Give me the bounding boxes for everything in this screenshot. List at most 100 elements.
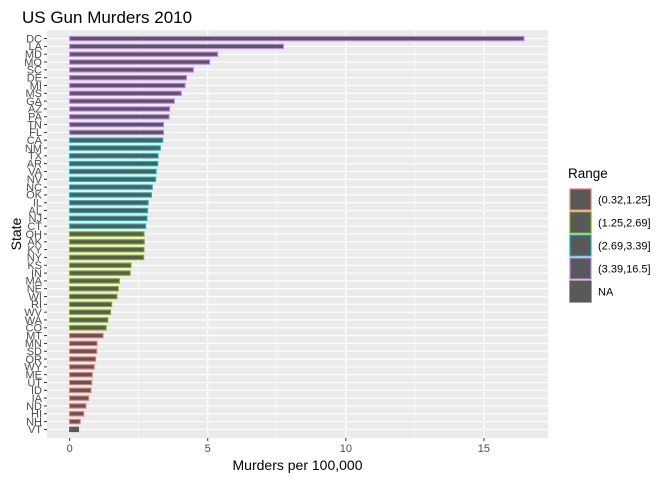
bar-wi [69, 293, 118, 300]
y-tick-label: WI [29, 291, 42, 303]
legend-label: NA [598, 287, 614, 299]
bar-al [69, 207, 149, 214]
y-tick-label: OK [26, 190, 43, 202]
bar-az [69, 106, 171, 112]
legend: Range (0.32,1.25](1.25,2.69](2.69,3.39](… [568, 166, 651, 303]
y-tick-label: NE [27, 284, 42, 296]
bar-sc [69, 67, 194, 73]
x-tick-label: 10 [340, 443, 352, 455]
y-tick-label: NM [25, 143, 42, 155]
y-tick-label: ME [26, 369, 43, 381]
bar-oh [69, 231, 145, 237]
chart-title: US Gun Murders 2010 [22, 8, 192, 27]
bar-dc [69, 35, 525, 42]
legend-key-swatch [569, 280, 592, 303]
y-tick-label: NC [26, 182, 42, 194]
bar-nc [69, 184, 153, 190]
y-tick-label: SD [27, 346, 42, 358]
bar-nh [69, 418, 81, 425]
y-tick-label: NH [26, 416, 42, 428]
bar-sd [69, 348, 98, 354]
y-tick-label: MN [25, 338, 42, 350]
bar-ne [69, 286, 119, 292]
legend-label: (2.69,3.39] [598, 241, 651, 253]
y-tick-label: UT [27, 377, 42, 389]
bar-mi [69, 82, 186, 89]
bar-ca [69, 137, 164, 143]
y-tick-label: MT [26, 330, 42, 342]
y-tick-label: AZ [28, 104, 42, 116]
bar-ky [69, 246, 145, 253]
bar-il [69, 200, 149, 206]
y-tick-label: ND [26, 401, 42, 413]
legend-key-swatch [569, 211, 592, 234]
y-tick-label: VA [28, 166, 43, 178]
bar-nv [69, 176, 157, 182]
y-tick-label: CO [26, 323, 43, 335]
bar-tx [69, 153, 159, 159]
legend-key-swatch [569, 257, 592, 280]
y-tick-label: ID [31, 385, 42, 397]
bar-mn [69, 340, 98, 347]
legend-label: (3.39,16.5] [598, 264, 651, 276]
bar-nd [69, 403, 87, 409]
y-tick-label: VT [28, 424, 42, 436]
bar-ut [69, 379, 93, 386]
legend-key-swatch [569, 188, 592, 211]
y-tick-label: MS [26, 88, 43, 100]
y-tick-label: FL [29, 127, 42, 139]
bar-ny [69, 254, 145, 261]
y-tick-label: TN [27, 119, 42, 131]
bar-in [69, 270, 131, 276]
bar-ak [69, 239, 145, 245]
y-tick-label: NV [27, 174, 43, 186]
y-axis-tick-labels: DCLAMDMOSCDEMIMSGAAZPATNFLCANMTXARVANVNC… [24, 33, 47, 436]
y-tick-label: AL [29, 205, 42, 217]
bar-ri [69, 301, 113, 308]
y-tick-label: MD [25, 49, 42, 61]
legend-title: Range [568, 166, 608, 181]
bar-ct [69, 223, 147, 229]
bar-mo [69, 59, 211, 65]
bar-md [69, 51, 219, 57]
bar-tn [69, 121, 165, 128]
y-axis-label: State [8, 217, 24, 250]
bar-mt [69, 332, 104, 339]
y-tick-label: NY [27, 252, 43, 264]
bar-me [69, 371, 93, 378]
y-tick-label: AR [27, 158, 42, 170]
bar-va [69, 168, 157, 175]
y-tick-label: GA [26, 96, 43, 108]
y-tick-label: WV [24, 307, 42, 319]
y-tick-label: IL [33, 198, 42, 210]
y-tick-label: NJ [29, 213, 42, 225]
x-tick-label: 0 [67, 443, 73, 455]
legend-label: (1.25,2.69] [598, 218, 651, 230]
bar-ms [69, 90, 182, 97]
y-tick-label: LA [29, 41, 43, 53]
y-tick-label: KY [27, 244, 42, 256]
x-tick-label: 15 [478, 443, 490, 455]
bar-la [69, 43, 284, 50]
bar-nj [69, 215, 148, 222]
x-axis-tick-labels: 0 5 10 15 [67, 438, 490, 455]
y-tick-label: TX [28, 151, 43, 163]
legend-items: (0.32,1.25] (1.25,2.69] (2.69,3.39] (3.39,1… [569, 188, 651, 303]
y-tick-label: MI [30, 80, 42, 92]
bar-nm [69, 145, 161, 151]
bar-pa [69, 114, 170, 120]
bar-wa [69, 317, 109, 323]
bar-wv [69, 309, 112, 315]
y-tick-label: WA [25, 315, 43, 327]
x-tick-label: 5 [205, 443, 211, 455]
y-tick-label: MO [24, 57, 42, 69]
y-tick-label: PA [28, 112, 43, 124]
bar-vt [69, 426, 80, 433]
bar-ma [69, 278, 120, 284]
y-tick-label: AK [27, 237, 42, 249]
bar-ga [69, 98, 175, 104]
y-tick-label: OH [26, 229, 43, 241]
bar-ar [69, 160, 159, 167]
x-axis-label: Murders per 100,000 [233, 457, 363, 473]
